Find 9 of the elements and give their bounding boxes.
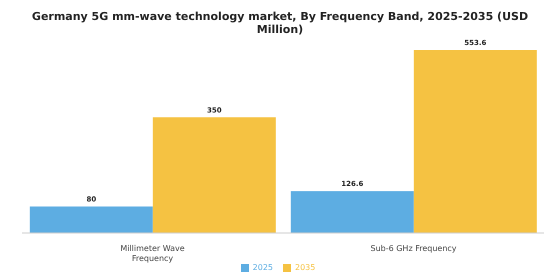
x-tick-label: Millimeter Wave Frequency (120, 244, 185, 263)
bar (414, 50, 537, 233)
legend-label: 2025 (252, 263, 273, 272)
legend-label: 2035 (295, 263, 316, 272)
bar (30, 206, 153, 233)
bar (152, 117, 276, 233)
bar (290, 191, 414, 233)
chart-title: Germany 5G mm-wave technology market, By Frequency Band, 2025-2035 (USD Million) (30, 9, 530, 36)
x-tick-label: Sub-6 GHz Frequency (370, 244, 457, 253)
